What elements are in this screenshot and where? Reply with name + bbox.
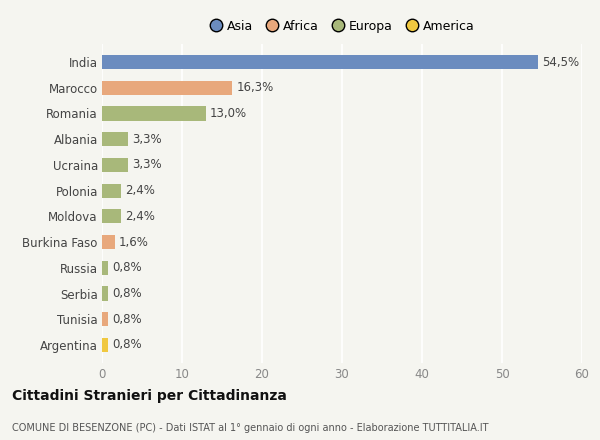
Text: COMUNE DI BESENZONE (PC) - Dati ISTAT al 1° gennaio di ogni anno - Elaborazione : COMUNE DI BESENZONE (PC) - Dati ISTAT al… — [12, 423, 488, 433]
Bar — [102, 286, 109, 301]
Bar — [102, 235, 115, 249]
Text: 3,3%: 3,3% — [133, 133, 162, 146]
Bar — [102, 106, 206, 121]
Bar — [102, 209, 121, 224]
Text: 2,4%: 2,4% — [125, 184, 155, 197]
Text: 0,8%: 0,8% — [112, 261, 142, 274]
Bar — [102, 81, 232, 95]
Text: 13,0%: 13,0% — [210, 107, 247, 120]
Text: 0,8%: 0,8% — [112, 313, 142, 326]
Legend: Asia, Africa, Europa, America: Asia, Africa, Europa, America — [205, 15, 479, 38]
Bar — [102, 158, 128, 172]
Text: 1,6%: 1,6% — [119, 235, 149, 249]
Text: 54,5%: 54,5% — [542, 55, 579, 69]
Text: 2,4%: 2,4% — [125, 210, 155, 223]
Text: 3,3%: 3,3% — [133, 158, 162, 172]
Text: 16,3%: 16,3% — [236, 81, 274, 94]
Text: Cittadini Stranieri per Cittadinanza: Cittadini Stranieri per Cittadinanza — [12, 389, 287, 403]
Text: 0,8%: 0,8% — [112, 287, 142, 300]
Bar — [102, 55, 538, 69]
Text: 0,8%: 0,8% — [112, 338, 142, 352]
Bar — [102, 132, 128, 146]
Bar — [102, 261, 109, 275]
Bar — [102, 312, 109, 326]
Bar — [102, 338, 109, 352]
Bar — [102, 183, 121, 198]
